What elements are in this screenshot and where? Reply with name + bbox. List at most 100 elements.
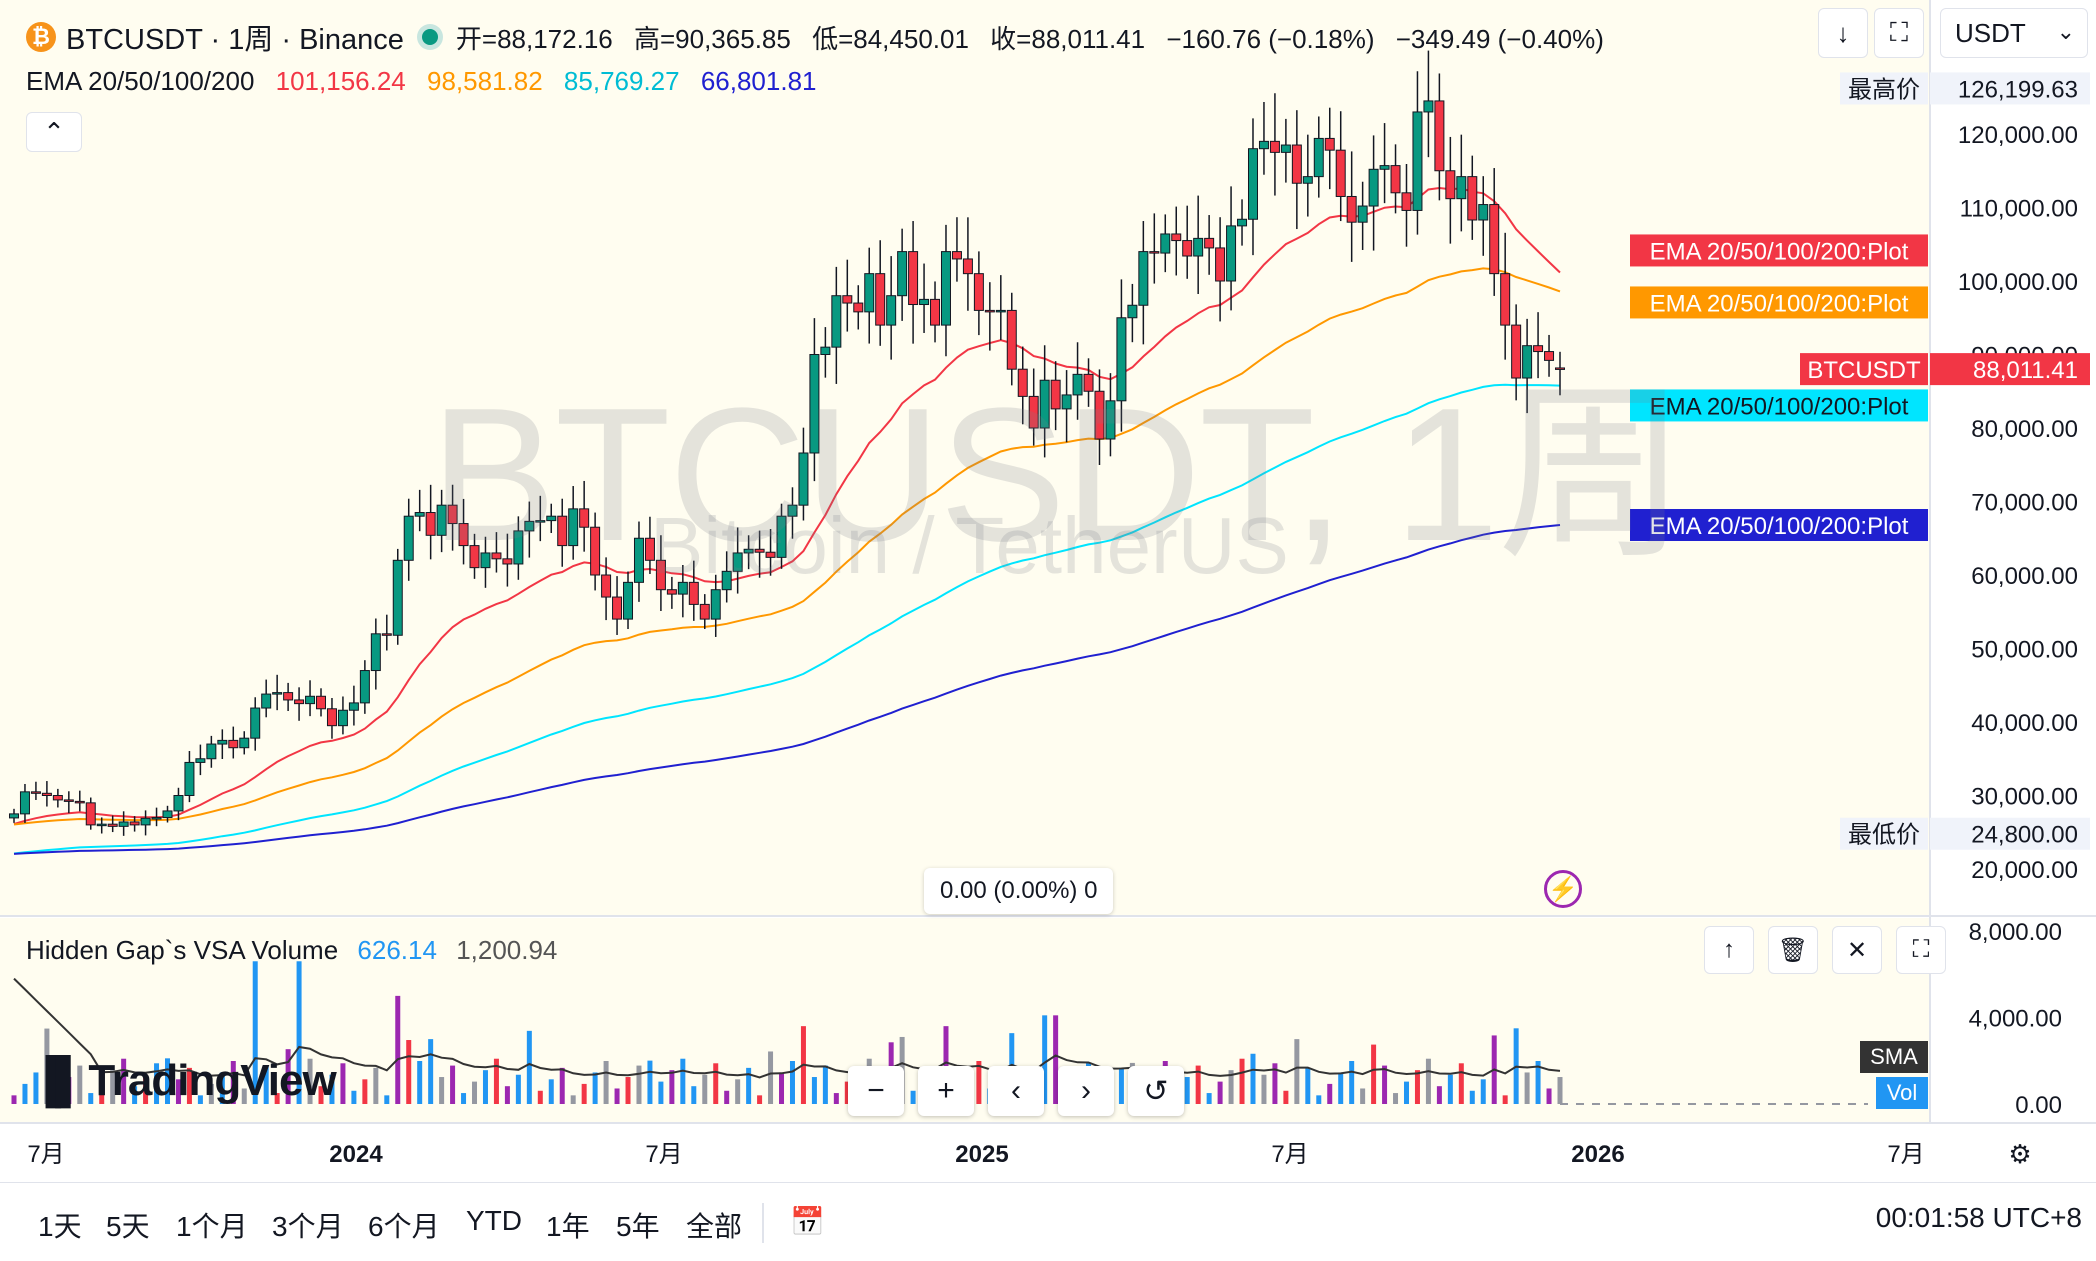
volume-bar	[1305, 1067, 1311, 1104]
minus-icon: −	[867, 1074, 885, 1107]
volume-bar	[614, 1088, 620, 1104]
download-button[interactable]: ↓	[1818, 8, 1868, 58]
candle	[1324, 107, 1335, 190]
timeframe-ytd[interactable]: YTD	[466, 1205, 522, 1236]
zoom-in-button[interactable]: +	[918, 1066, 974, 1116]
volume-bar	[1371, 1044, 1377, 1104]
candle	[403, 498, 414, 581]
volume-bar	[526, 1030, 532, 1104]
candle	[206, 735, 217, 768]
candle	[732, 527, 743, 594]
timeframe-1d[interactable]: 1天	[38, 1211, 82, 1242]
collapse-pane-button[interactable]: ✕	[1832, 926, 1882, 974]
candle	[1522, 318, 1533, 414]
scroll-right-button[interactable]: ›	[1058, 1066, 1114, 1116]
volume-bar	[680, 1058, 686, 1104]
candle	[633, 521, 644, 602]
volume-bar	[779, 1072, 785, 1104]
symbol-header: ₿ BTCUSDT · 1周 · Binance 开=88,172.16 高=9…	[26, 16, 1618, 58]
candle	[1094, 369, 1105, 465]
maximize-pane-button[interactable]: ⛶	[1896, 926, 1946, 974]
date-range-icon[interactable]: 📅	[790, 1206, 825, 1237]
scroll-left-button[interactable]: ‹	[988, 1066, 1044, 1116]
candle	[743, 535, 754, 570]
chart-settings-button[interactable]: ⚙	[2000, 1134, 2040, 1174]
volume-bar	[1393, 1093, 1399, 1104]
gear-icon: ⚙	[2008, 1138, 2032, 1169]
candle	[1061, 370, 1072, 443]
volume-bar	[1382, 1065, 1388, 1104]
candle	[348, 685, 359, 726]
timeframe-1y[interactable]: 1年	[546, 1211, 590, 1242]
candle	[1247, 118, 1258, 256]
flash-icon[interactable]: ⚡	[1544, 870, 1582, 908]
volume-bar	[1403, 1081, 1409, 1104]
timeframe-1m[interactable]: 1个月	[176, 1211, 248, 1242]
candle	[173, 787, 184, 821]
timeframe-6m[interactable]: 6个月	[368, 1211, 440, 1242]
currency-select[interactable]: USDT ⌄	[1940, 8, 2088, 58]
candle	[853, 285, 864, 330]
volume-indicator-name[interactable]: Hidden Gap`s VSA Volume	[26, 935, 339, 965]
candle	[1489, 168, 1500, 296]
high-caption: 最高价	[1840, 72, 1928, 105]
collapse-legend-button[interactable]: ⌃	[26, 112, 82, 152]
volume-bar	[88, 1093, 94, 1104]
volume-bar	[154, 1063, 160, 1104]
vol-badge: Vol	[1876, 1077, 1928, 1109]
price-chart[interactable]: 120,000.00110,000.00100,000.0090,000.008…	[0, 0, 2096, 1182]
candle	[831, 266, 842, 384]
high-value: 高=90,365.85	[633, 23, 791, 54]
tradingview-logo[interactable]: ▐▌ TradingView	[30, 1056, 337, 1106]
candle	[1116, 279, 1127, 432]
candle	[436, 489, 447, 553]
candle	[513, 516, 524, 580]
move-pane-up-button[interactable]: ↑	[1704, 926, 1754, 974]
candle	[151, 807, 162, 827]
volume-bar	[658, 1081, 664, 1104]
clock[interactable]: 00:01:58 UTC+8	[1875, 1202, 2082, 1233]
candle	[644, 516, 655, 574]
candle	[118, 811, 129, 836]
candle	[316, 688, 327, 717]
candle	[1390, 144, 1401, 214]
volume-bar	[219, 1072, 225, 1104]
timeframe-all[interactable]: 全部	[686, 1211, 743, 1242]
price-tick-label: 40,000.00	[1971, 710, 2078, 737]
candle	[940, 224, 951, 357]
volume-bar	[472, 1081, 478, 1104]
delete-pane-button[interactable]: 🗑	[1768, 926, 1818, 974]
chart-background	[0, 0, 1930, 915]
symbol-title[interactable]: BTCUSDT · 1周 · Binance	[66, 24, 404, 56]
price-axis-background	[1930, 0, 2096, 1123]
candle	[897, 228, 908, 321]
candle	[1204, 215, 1215, 275]
candle	[30, 781, 41, 800]
candle	[1083, 358, 1094, 407]
timeframe-5d[interactable]: 5天	[106, 1211, 150, 1242]
candle	[875, 240, 886, 346]
volume-bar	[241, 1088, 247, 1104]
volume-bar	[44, 1028, 50, 1104]
reset-chart-button[interactable]: ↺	[1128, 1066, 1184, 1116]
tradingview-mark-icon: ▐▌	[30, 1056, 86, 1105]
zoom-out-button[interactable]: −	[848, 1066, 904, 1116]
timeframe-3m[interactable]: 3个月	[272, 1211, 344, 1242]
volume-bar	[1195, 1065, 1201, 1104]
volume-bar	[669, 1070, 675, 1104]
ema100-plot-label: EMA 20/50/100/200:Plot	[1630, 389, 1928, 422]
ema100-line	[13, 383, 1561, 855]
candle	[1500, 232, 1511, 360]
ema-indicator-name[interactable]: EMA 20/50/100/200	[26, 66, 255, 96]
candle	[1193, 195, 1204, 295]
candle	[1357, 181, 1368, 250]
fullscreen-button[interactable]: ⛶	[1874, 8, 1924, 58]
candle	[52, 788, 63, 808]
volume-bar	[384, 1095, 390, 1104]
candle	[458, 498, 469, 565]
candle	[184, 751, 195, 803]
volume-bar	[296, 961, 302, 1104]
currency-value: USDT	[1955, 17, 2026, 48]
timeframe-5y[interactable]: 5年	[616, 1211, 660, 1242]
candle	[710, 574, 721, 637]
